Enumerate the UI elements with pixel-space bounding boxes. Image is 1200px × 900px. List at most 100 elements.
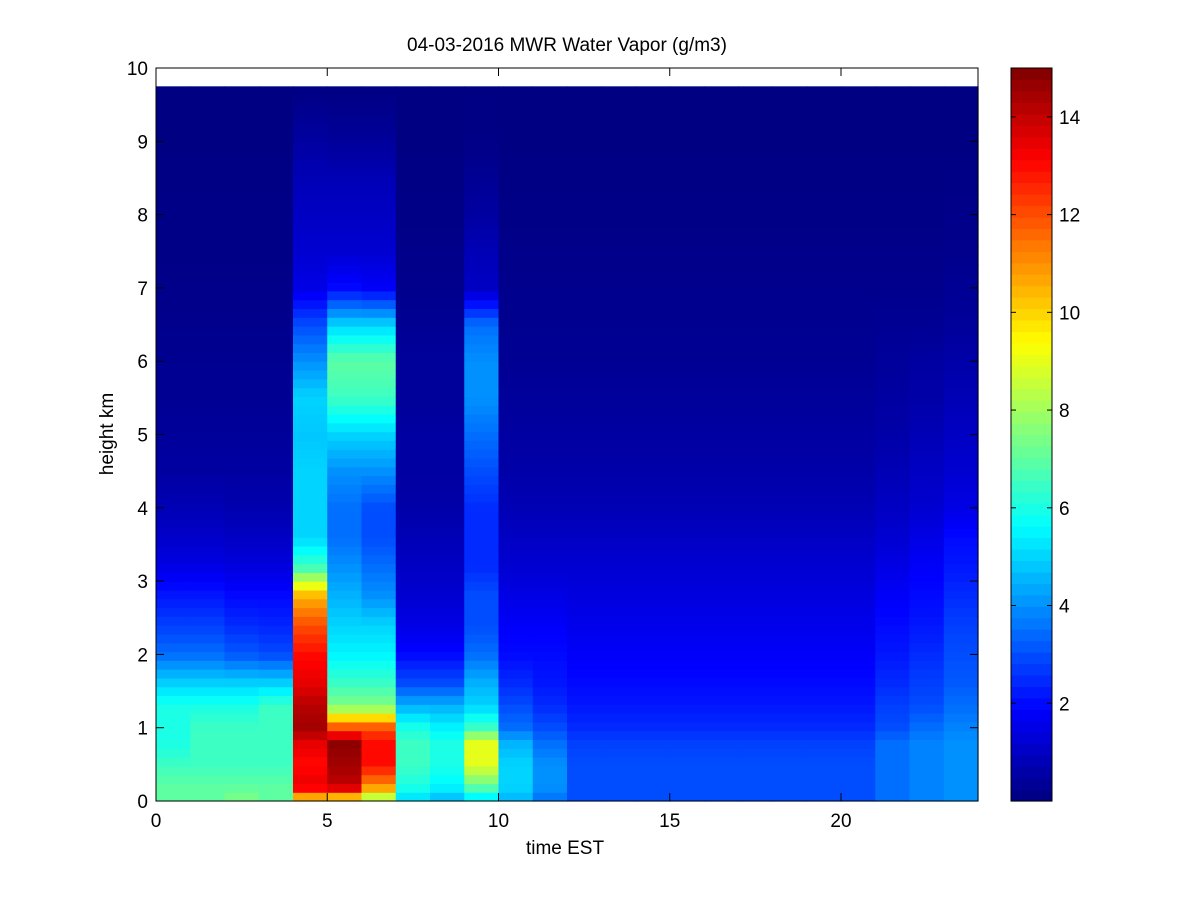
heatmap-cell [772, 792, 808, 802]
heatmap-cell [532, 669, 568, 679]
heatmap-cell [772, 255, 808, 266]
heatmap-cell [293, 510, 328, 521]
heatmap-cell [601, 370, 637, 380]
heatmap-cell [841, 484, 876, 494]
heatmap-cell [224, 334, 260, 345]
heatmap-cell [943, 114, 979, 125]
heatmap-cell [327, 783, 363, 793]
heatmap-cell [841, 167, 876, 178]
heatmap-cell [327, 545, 363, 556]
heatmap-cell [772, 713, 808, 723]
heatmap-cell [395, 484, 431, 494]
heatmap-cell [943, 642, 979, 653]
heatmap-cell [361, 317, 397, 327]
heatmap-cell [464, 132, 500, 142]
heatmap-cell [567, 132, 602, 142]
heatmap-cell [327, 739, 363, 749]
heatmap-cell [738, 431, 774, 441]
heatmap-cell [224, 361, 260, 371]
heatmap-cell [464, 405, 500, 415]
heatmap-cell [909, 431, 945, 441]
heatmap-cell [601, 466, 637, 477]
heatmap-cell [875, 114, 911, 125]
heatmap-cell [498, 264, 534, 274]
heatmap-cell [806, 246, 842, 257]
heatmap-cell [704, 449, 739, 459]
colorbar-swatch [1011, 560, 1052, 573]
heatmap-cell [909, 493, 945, 503]
heatmap-cell [464, 282, 500, 292]
heatmap-cell [567, 202, 602, 213]
heatmap-cell [224, 132, 260, 142]
colorbar-swatch [1011, 411, 1052, 424]
heatmap-cell [156, 581, 191, 591]
heatmap-cell [395, 88, 431, 98]
heatmap-cell [635, 387, 671, 397]
heatmap-cell [532, 273, 568, 283]
heatmap-cell [395, 757, 431, 767]
heatmap-cell [361, 651, 397, 661]
y-tick-label: 4 [137, 499, 148, 520]
heatmap-cell [943, 413, 979, 424]
heatmap-cell [258, 730, 294, 741]
heatmap-cell [669, 677, 705, 688]
heatmap-cell [293, 554, 328, 565]
heatmap-cell [875, 730, 911, 741]
heatmap-cell [293, 677, 328, 688]
heatmap-cell [601, 194, 637, 204]
heatmap-cell [943, 493, 979, 503]
heatmap-cell [567, 308, 602, 318]
heatmap-cell [841, 616, 876, 626]
heatmap-cell [156, 229, 191, 239]
heatmap-cell [909, 598, 945, 609]
heatmap-cell [841, 748, 876, 758]
heatmap-cell [258, 150, 294, 160]
heatmap-cell [395, 167, 431, 178]
colorbar-swatch [1011, 354, 1052, 367]
heatmap-cell [635, 713, 671, 723]
heatmap-cell [704, 651, 739, 661]
heatmap-cell [532, 440, 568, 450]
heatmap-cell [395, 106, 431, 116]
heatmap-cell [772, 220, 808, 230]
heatmap-cell [601, 695, 637, 705]
heatmap-cell [224, 651, 260, 661]
heatmap-cell [909, 642, 945, 653]
heatmap-cell [224, 123, 260, 134]
heatmap-cell [943, 97, 979, 107]
heatmap-cell [669, 343, 705, 354]
heatmap-cell [635, 510, 671, 521]
y-tick-label: 6 [137, 352, 148, 373]
heatmap-cell [943, 554, 979, 565]
heatmap-cell [806, 413, 842, 424]
heatmap-cell [601, 167, 637, 178]
heatmap-cell [498, 545, 534, 556]
heatmap-cell [601, 589, 637, 600]
heatmap-cell [430, 220, 465, 230]
heatmap-cell [875, 396, 911, 406]
heatmap-cell [498, 554, 534, 565]
heatmap-cell [738, 326, 774, 336]
heatmap-cell [909, 757, 945, 767]
heatmap-cell [601, 642, 637, 653]
colorbar-swatch [1011, 434, 1052, 447]
colorbar-swatch [1011, 125, 1052, 138]
heatmap-cell [224, 783, 260, 793]
heatmap-cell [430, 211, 465, 222]
heatmap-cell [430, 757, 465, 767]
heatmap-cell [943, 361, 979, 371]
heatmap-cell [190, 308, 226, 318]
heatmap-cell [669, 633, 705, 644]
heatmap-cell [601, 141, 637, 151]
heatmap-cell [772, 370, 808, 380]
heatmap-cell [875, 343, 911, 354]
heatmap-cell [258, 246, 294, 257]
heatmap-cell [738, 616, 774, 626]
heatmap-cell [532, 572, 568, 582]
heatmap-cell [567, 326, 602, 336]
heatmap-cell [293, 413, 328, 424]
heatmap-cell [841, 273, 876, 283]
heatmap-cell [190, 343, 226, 354]
heatmap-cell [567, 185, 602, 195]
heatmap-cell [567, 475, 602, 485]
